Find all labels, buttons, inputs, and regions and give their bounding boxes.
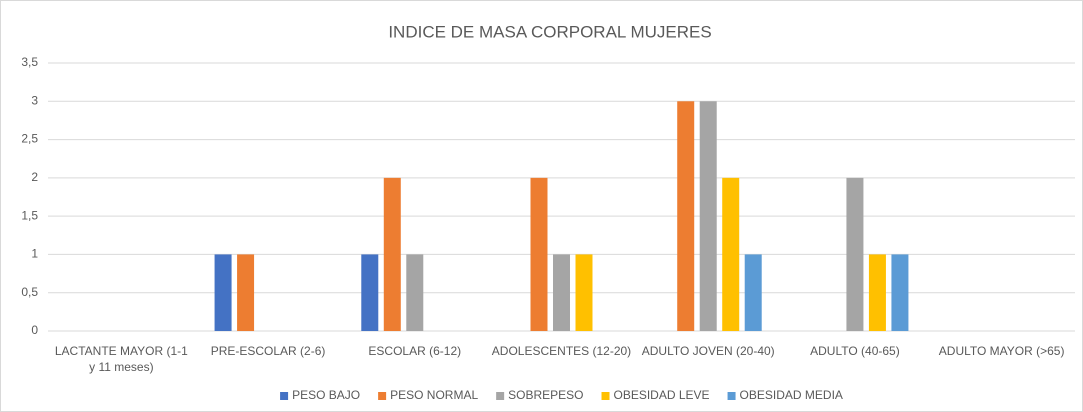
- x-tick-label: ADULTO MAYOR (>65): [938, 344, 1065, 358]
- bar: [406, 254, 424, 331]
- bar: [722, 177, 740, 331]
- bar: [530, 177, 548, 331]
- legend-swatch: [727, 392, 736, 400]
- y-tick-label: 0,5: [21, 285, 38, 299]
- bar: [744, 254, 762, 331]
- y-tick-label: 2: [31, 170, 38, 184]
- legend-swatch: [601, 392, 610, 400]
- bar: [237, 254, 255, 331]
- legend-swatch: [378, 392, 387, 400]
- bar: [214, 254, 232, 331]
- bar: [575, 254, 593, 331]
- bar: [383, 177, 401, 331]
- legend-label: PESO NORMAL: [390, 388, 478, 402]
- x-tick-label: LACTANTE MAYOR (1-1 y 11 meses): [54, 344, 188, 374]
- legend-label: SOBREPESO: [508, 388, 583, 402]
- bar: [846, 177, 864, 331]
- bar: [361, 254, 379, 331]
- legend-label: OBESIDAD LEVE: [614, 388, 710, 402]
- x-tick-label: ESCOLAR (6-12): [368, 344, 462, 358]
- legend-swatch: [280, 392, 289, 400]
- chart-title: INDICE DE MASA CORPORAL MUJERES: [388, 22, 711, 41]
- bar: [677, 101, 695, 332]
- bar: [891, 254, 909, 331]
- y-tick-label: 3,5: [21, 55, 38, 69]
- legend-label: OBESIDAD MEDIA: [740, 388, 843, 402]
- legend-label: PESO BAJO: [292, 388, 360, 402]
- y-tick-label: 1: [31, 247, 38, 261]
- x-tick-label: ADOLESCENTES (12-20): [491, 344, 632, 358]
- bar: [553, 254, 570, 331]
- x-tick-label: ADULTO JOVEN (20-40): [641, 344, 775, 358]
- x-tick-label: PRE-ESCOLAR (2-6): [210, 344, 326, 358]
- y-tick-label: 0: [31, 323, 38, 337]
- x-tick-label: ADULTO (40-65): [810, 344, 900, 358]
- y-tick-label: 2,5: [21, 132, 38, 146]
- bar: [868, 254, 886, 331]
- y-tick-label: 3: [31, 93, 38, 107]
- y-tick-label: 1,5: [21, 208, 38, 222]
- legend-swatch: [496, 392, 505, 400]
- bar: [699, 101, 717, 332]
